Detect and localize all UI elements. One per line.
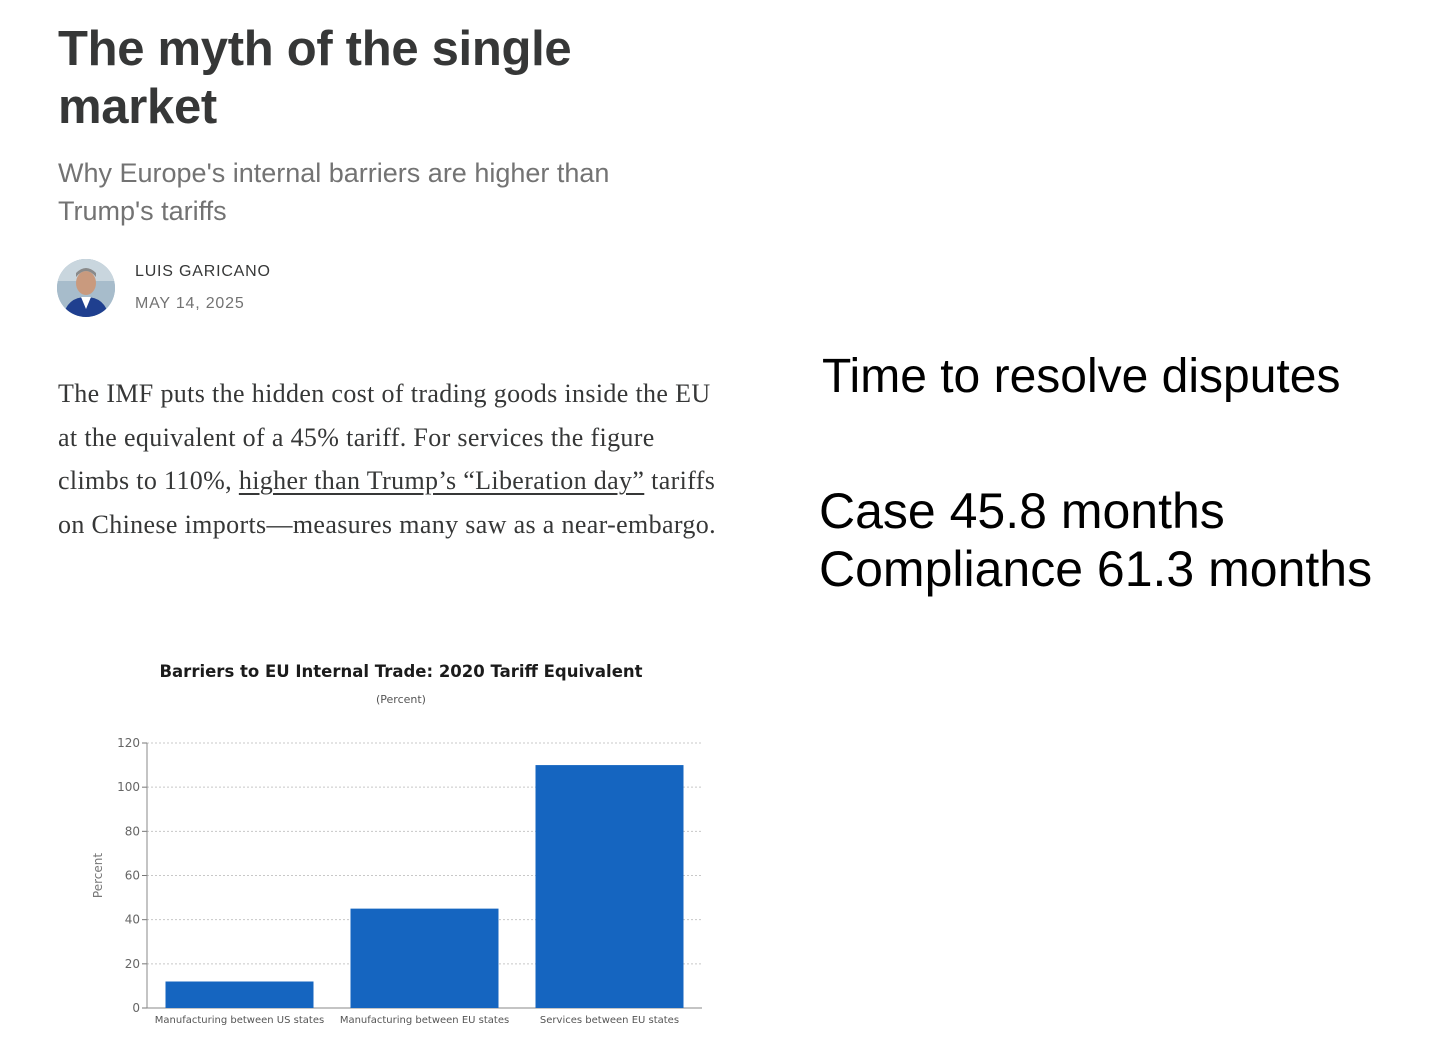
post-subtitle: Why Europe's internal barriers are highe… xyxy=(58,158,610,226)
bar-chart: Barriers to EU Internal Trade: 2020 Tari… xyxy=(80,650,720,1040)
author-avatar[interactable] xyxy=(57,259,115,317)
y-tick-label: 0 xyxy=(132,1001,140,1015)
x-tick-label: Services between EU states xyxy=(540,1015,679,1026)
post-title: The myth of the single market xyxy=(58,22,572,134)
y-tick-label: 80 xyxy=(125,824,140,838)
post-date: MAY 14, 2025 xyxy=(135,295,245,312)
avatar-photo-icon xyxy=(57,259,115,317)
case-duration: Case 45.8 months xyxy=(819,483,1225,539)
bar xyxy=(535,765,684,1008)
compliance-duration: Compliance 61.3 months xyxy=(819,541,1373,597)
y-tick-label: 100 xyxy=(117,780,140,794)
liberation-day-link[interactable]: higher than Trump’s “Liberation day” xyxy=(238,466,645,495)
chart-plot: 0 20 40 60 80 100 120 Percent Manufacturing betw… xyxy=(91,736,702,1026)
paragraph-text: The IMF puts the hidden cost of trading … xyxy=(58,379,711,495)
chart-title: Barriers to EU Internal Trade: 2020 Tari… xyxy=(159,662,643,681)
byline: LUIS GARICANO MAY 14, 2025 xyxy=(57,258,457,320)
y-tick-label: 40 xyxy=(125,913,140,927)
bar xyxy=(165,981,314,1008)
y-tick-label: 60 xyxy=(125,869,140,883)
y-axis-label: Percent xyxy=(91,853,105,898)
paragraph-text-end: tariffs on Chinese imports—measures many… xyxy=(58,466,716,539)
article-paragraph: The IMF puts the hidden cost of trading … xyxy=(58,372,718,546)
x-tick-label: Manufacturing between EU states xyxy=(340,1015,509,1026)
author-name[interactable]: LUIS GARICANO xyxy=(135,263,271,280)
x-tick-label: Manufacturing between US states xyxy=(155,1015,324,1026)
bar xyxy=(350,908,499,1008)
y-tick-label: 120 xyxy=(117,736,140,750)
slide-heading: Time to resolve disputes xyxy=(822,350,1341,403)
y-tick-label: 20 xyxy=(125,957,140,971)
chart-subtitle: (Percent) xyxy=(376,693,426,706)
